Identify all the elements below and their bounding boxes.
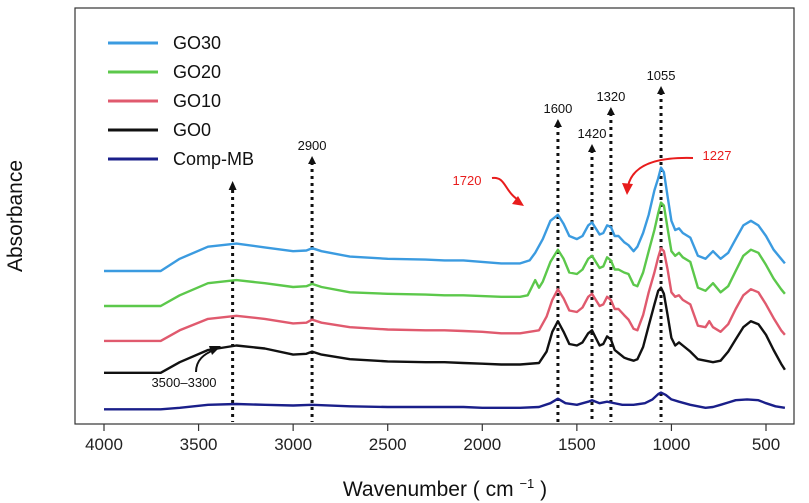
x-axis-ticks: 4000 3500 3000 2500 2000 1500 1000 500 [85, 424, 780, 454]
annotation-1720-arrow [491, 176, 521, 202]
peak-arrowhead-1600 [553, 119, 562, 127]
annotation-3500-3300: 3500–3300 [151, 346, 221, 390]
x-axis-label: Wavenumber ( cm −1 ) [343, 470, 547, 501]
annotation-1720: 1720 [453, 173, 524, 206]
annotation-1720-arrowhead [512, 196, 524, 206]
annotation-1720-label: 1720 [453, 173, 482, 188]
x-tick-label-4000: 4000 [85, 435, 123, 454]
x-tick-label-3000: 3000 [274, 435, 312, 454]
x-axis-label-main: Wavenumber ( cm [343, 478, 514, 501]
x-tick-label-1000: 1000 [653, 435, 691, 454]
peak-arrowhead-2900 [308, 156, 317, 164]
peak-label-1055: 1055 [647, 68, 676, 83]
legend-label-comp-mb: Comp-MB [173, 149, 254, 169]
x-tick-label-1500: 1500 [558, 435, 596, 454]
series-lines [104, 166, 786, 411]
peak-marker-labels: 2900 1600 1420 1320 1055 [298, 68, 676, 153]
series-line-comp-mb [104, 391, 786, 411]
legend-label-go30: GO30 [173, 33, 221, 53]
legend: GO30 GO20 GO10 GO0 Comp-MB [108, 33, 254, 169]
annotation-3500-3300-arrowhead [209, 346, 221, 355]
x-axis-label-sup: −1 [519, 476, 534, 491]
legend-label-go20: GO20 [173, 62, 221, 82]
annotation-1227-label: 1227 [703, 148, 732, 163]
plot-frame [74, 7, 795, 425]
annotation-1227-arrow [627, 156, 694, 187]
legend-label-go0: GO0 [173, 120, 211, 140]
x-tick-label-2000: 2000 [463, 435, 501, 454]
peak-arrowhead-1320 [606, 107, 615, 115]
series-line-go30 [104, 166, 786, 273]
y-axis-label: Absorbance [4, 160, 27, 272]
x-axis-label-close: ) [540, 478, 547, 501]
annotation-1227: 1227 [622, 148, 731, 195]
series-line-go20 [104, 201, 786, 308]
annotation-3500-3300-label: 3500–3300 [151, 375, 216, 390]
peak-marker-lines [228, 86, 666, 422]
peak-label-1320: 1320 [596, 89, 625, 104]
x-tick-label-500: 500 [752, 435, 780, 454]
peak-label-1420: 1420 [578, 126, 607, 141]
series-line-go0 [104, 286, 786, 374]
annotation-1227-arrowhead [622, 183, 633, 195]
peak-arrowhead-1420 [587, 144, 596, 152]
peak-label-2900: 2900 [298, 138, 327, 153]
series-line-go10 [104, 247, 786, 343]
marker-arrowhead-3500-3300 [228, 181, 237, 190]
legend-label-go10: GO10 [173, 91, 221, 111]
peak-arrowhead-1055 [657, 86, 666, 94]
x-tick-label-2500: 2500 [369, 435, 407, 454]
x-tick-label-3500: 3500 [180, 435, 218, 454]
peak-label-1600: 1600 [543, 101, 572, 116]
